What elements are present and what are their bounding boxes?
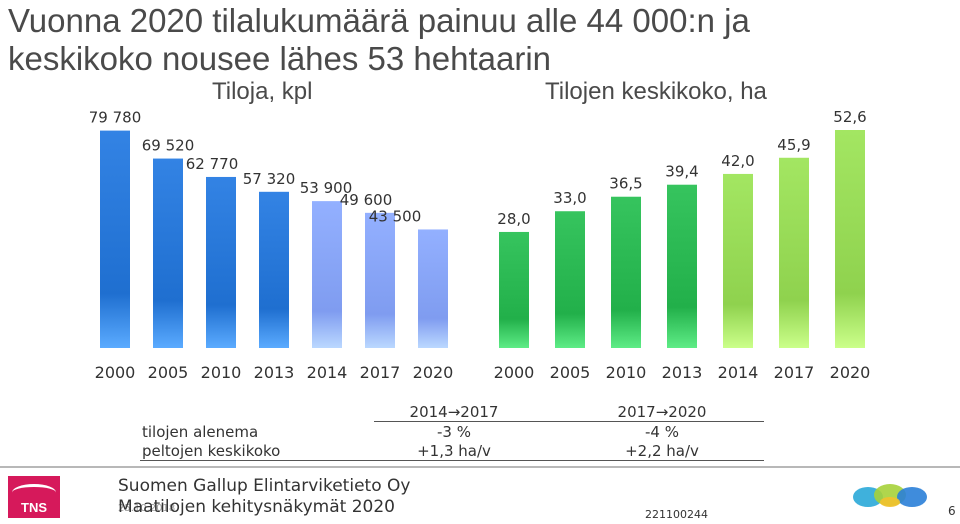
tick-label-size-2013: 2013 (662, 363, 703, 382)
value-label-farms-2000: 79 780 (89, 110, 142, 127)
right-chart-title: Tilojen keskikoko, ha (545, 78, 767, 105)
table-cell-1-1: -3 % (437, 423, 471, 441)
page-number: 6 (948, 504, 956, 518)
bar-size-2005 (555, 211, 585, 348)
table-cell-2-2: +2,2 ha/v (625, 442, 699, 460)
footer-code: 221100244 (645, 508, 708, 521)
bar-farms-2014 (312, 201, 342, 348)
tick-label-size-2000: 2000 (494, 363, 535, 382)
bar-size-2013 (667, 184, 697, 348)
footer-date: 25.10.2018 (118, 503, 176, 514)
tns-wave-icon (12, 484, 56, 501)
value-label-size-2017: 45,9 (777, 136, 810, 154)
bar-size-2017 (779, 157, 809, 348)
average-size-chart: 28,0 2000 33,0 2005 36,5 2010 39,4 2013 42,0 2014… (494, 110, 871, 382)
value-label-farms-2013: 57 320 (243, 170, 296, 188)
tick-label-farms-2010: 2010 (201, 363, 242, 382)
table-row-label-1: tilojen alenema (142, 423, 259, 441)
tick-label-farms-2005: 2005 (148, 363, 189, 382)
bar-farms-2013 (259, 191, 289, 348)
table-col-header-2: 2017→2020 (617, 403, 707, 421)
bar-size-2020 (835, 130, 865, 348)
value-label-size-2014: 42,0 (721, 152, 754, 170)
tns-logo: TNS (8, 476, 60, 518)
table-row-label-2: peltojen keskikoko (142, 442, 281, 460)
title-line-1: Vuonna 2020 tilalukumäärä painuu alle 44… (8, 2, 750, 39)
table-bottom-rule (140, 460, 764, 461)
value-label-farms-2014: 53 900 (300, 179, 353, 197)
value-label-size-2000: 28,0 (497, 210, 530, 228)
bar-farms-2005 (153, 158, 183, 348)
bar-farms-2017 (365, 212, 395, 348)
footer-project: Maatilojen kehitysnäkymät 2020 (118, 497, 395, 517)
tick-label-farms-2013: 2013 (254, 363, 295, 382)
farm-count-chart: 79 780 2000 69 520 2005 62 770 2010 57 320 2013… (89, 110, 454, 382)
bar-size-2014 (723, 173, 753, 348)
tick-label-size-2005: 2005 (550, 363, 591, 382)
bar-farms-2020 (418, 229, 448, 348)
bar-size-2000 (499, 231, 529, 348)
value-label-size-2020: 52,6 (833, 110, 866, 126)
value-label-farms-2010: 62 770 (186, 155, 239, 173)
value-label-size-2005: 33,0 (553, 189, 586, 207)
value-label-size-2010: 36,5 (609, 175, 642, 193)
footer-divider (0, 466, 960, 468)
table-col-header-1: 2014→2017 (409, 403, 499, 421)
tick-label-size-2010: 2010 (606, 363, 647, 382)
bar-charts: 79 780 2000 69 520 2005 62 770 2010 57 320 2013… (89, 110, 871, 382)
tick-label-size-2014: 2014 (718, 363, 759, 382)
value-label-size-2013: 39,4 (665, 163, 698, 181)
table-cell-1-2: -4 % (645, 423, 679, 441)
bar-farms-2000 (100, 130, 130, 348)
table-header-rule (374, 421, 764, 422)
value-label-farms-2020: 43 500 (369, 207, 422, 225)
value-label-farms-2017: 49 600 (340, 191, 393, 209)
footer-company: Suomen Gallup Elintarviketieto Oy (118, 476, 411, 496)
tick-label-farms-2000: 2000 (95, 363, 136, 382)
bar-farms-2010 (206, 176, 236, 348)
table-cell-2-1: +1,3 ha/v (417, 442, 491, 460)
bar-size-2010 (611, 196, 641, 348)
tick-label-farms-2020: 2020 (413, 363, 454, 382)
brand-logo-icon (853, 484, 927, 507)
tick-label-size-2017: 2017 (774, 363, 815, 382)
left-chart-title: Tiloja, kpl (212, 78, 313, 105)
page-title: Vuonna 2020 tilalukumäärä painuu alle 44… (8, 2, 750, 78)
tick-label-farms-2014: 2014 (307, 363, 348, 382)
tick-label-size-2020: 2020 (830, 363, 871, 382)
value-label-farms-2005: 69 520 (142, 137, 195, 155)
tns-logo-text: TNS (21, 500, 47, 515)
tick-label-farms-2017: 2017 (360, 363, 401, 382)
title-line-2: keskikoko nousee lähes 53 hehtaarin (8, 40, 552, 77)
